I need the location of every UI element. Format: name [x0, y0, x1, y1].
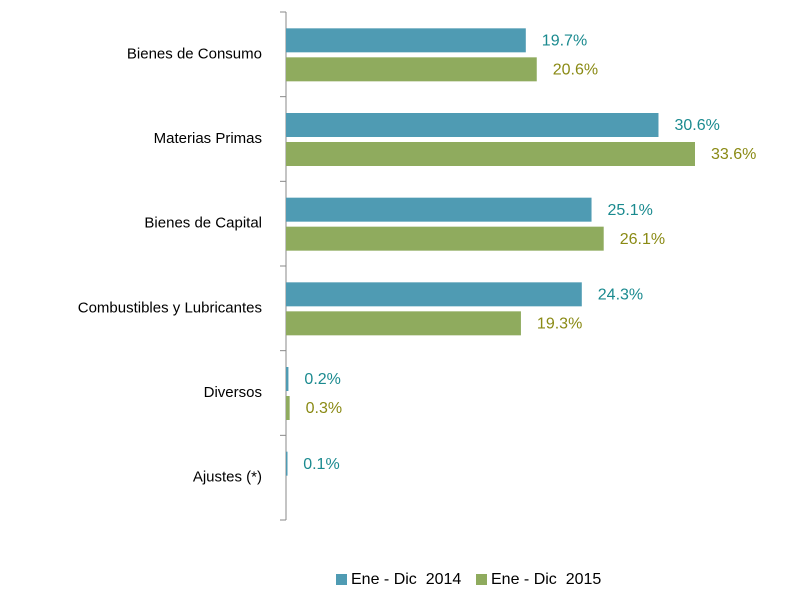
bar: [286, 451, 288, 476]
y-tick-label: Diversos: [204, 384, 262, 401]
legend-label: Ene - Dic 2015: [491, 571, 601, 588]
value-label: 19.7%: [542, 33, 587, 50]
legend-label: Ene - Dic 2014: [351, 571, 461, 588]
y-tick-label: Combustibles y Lubricantes: [78, 299, 262, 316]
value-label: 0.2%: [304, 371, 340, 388]
value-label: 25.1%: [608, 202, 653, 219]
value-label: 20.6%: [553, 62, 598, 79]
value-label: 19.3%: [537, 316, 582, 333]
bar: [286, 57, 537, 82]
y-tick-label: Bienes de Consumo: [127, 45, 262, 62]
value-label: 0.1%: [303, 456, 339, 473]
bar: [286, 142, 695, 166]
y-tick-label: Ajustes (*): [193, 469, 262, 486]
bar: [286, 113, 659, 137]
bar: [286, 226, 604, 251]
value-label: 33.6%: [711, 146, 756, 163]
bar: [286, 197, 592, 222]
bar: [286, 367, 289, 391]
value-label: 24.3%: [598, 287, 643, 304]
value-label: 30.6%: [674, 117, 719, 134]
bar: [286, 311, 521, 336]
bar: [286, 282, 582, 307]
value-label: 0.3%: [306, 400, 342, 417]
y-tick-label: Bienes de Capital: [144, 215, 262, 232]
bar: [286, 28, 526, 53]
value-label: 26.1%: [620, 231, 665, 248]
bar: [286, 396, 290, 420]
legend-swatch: [476, 574, 487, 585]
legend-swatch: [336, 574, 347, 585]
y-tick-label: Materias Primas: [154, 130, 262, 147]
